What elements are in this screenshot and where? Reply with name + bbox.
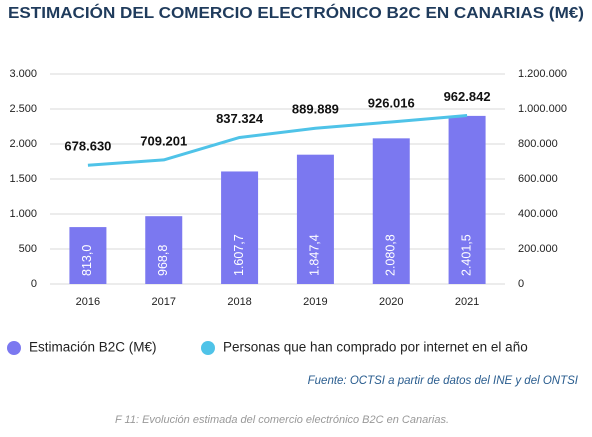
bar [221, 171, 259, 284]
legend-label: Personas que han comprado por internet e… [223, 340, 528, 355]
x-tick-label: 2016 [76, 296, 100, 308]
x-tick-label: 2019 [303, 296, 327, 308]
bar [145, 216, 183, 284]
y-tick-label: 2.500 [9, 103, 37, 115]
y-tick-label: 1.500 [9, 173, 37, 185]
y-tick-label: 0 [31, 278, 37, 290]
chart-title: ESTIMACIÓN DEL COMERCIO ELECTRÓNICO B2C … [8, 3, 584, 22]
bar [448, 115, 486, 285]
bar-value-label: 1.607,7 [232, 234, 246, 276]
bar-value-label: 968,8 [156, 245, 170, 276]
y-tick-label: 1.000 [9, 208, 37, 220]
bar [69, 227, 107, 284]
y-tick-label: 3.000 [9, 68, 37, 80]
bar-value-label: 1.847,4 [308, 234, 322, 276]
legend-marker [201, 341, 215, 355]
y-tick-label: 500 [19, 243, 37, 255]
y2-tick-label: 600.000 [518, 173, 558, 185]
y2-tick-label: 1.000.000 [518, 103, 567, 115]
legend-marker [7, 341, 21, 355]
line-value-label: 926.016 [368, 95, 415, 110]
y-tick-label: 2.000 [9, 138, 37, 150]
bar [372, 138, 410, 284]
caption: F 11: Evolución estimada del comercio el… [115, 414, 449, 426]
bar-value-label: 813,0 [80, 245, 94, 276]
y2-tick-label: 1.200.000 [518, 68, 567, 80]
y2-tick-label: 0 [518, 278, 524, 290]
bar-value-label: 2.080,8 [384, 234, 398, 276]
bar-value-label: 2.401,5 [459, 234, 473, 276]
x-tick-label: 2021 [455, 296, 479, 308]
line-value-label: 709.201 [140, 133, 187, 148]
y2-tick-label: 800.000 [518, 138, 558, 150]
y2-tick-label: 200.000 [518, 243, 558, 255]
line-value-label: 889.889 [292, 102, 339, 117]
line-value-label: 678.630 [64, 139, 111, 154]
line-value-label: 962.842 [444, 89, 491, 104]
legend-label: Estimación B2C (M€) [29, 340, 157, 355]
x-tick-label: 2017 [152, 296, 176, 308]
bar [296, 154, 334, 284]
line-value-label: 837.324 [216, 111, 264, 126]
source: Fuente: OCTSI a partir de datos del INE … [308, 375, 579, 387]
x-tick-label: 2020 [379, 296, 403, 308]
line [87, 114, 468, 167]
x-tick-label: 2018 [227, 296, 251, 308]
y2-tick-label: 400.000 [518, 208, 558, 220]
